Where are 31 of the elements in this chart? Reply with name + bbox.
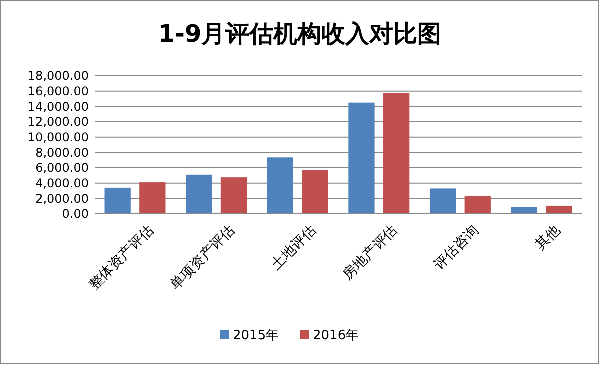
bar <box>384 93 410 214</box>
y-tick-label: 18,000.00 <box>28 69 89 84</box>
y-tick-label: 2,000.00 <box>36 192 89 206</box>
bar <box>348 102 375 214</box>
y-tick-label: 0.00 <box>62 207 89 222</box>
x-tick-label: 单项资产评估 <box>168 222 238 294</box>
y-tick-label: 8,000.00 <box>36 146 89 160</box>
bar <box>546 206 572 214</box>
y-tick-label: 14,000.00 <box>28 100 89 114</box>
bar <box>464 196 491 214</box>
bar <box>302 170 328 214</box>
y-tick-label: 12,000.00 <box>28 115 89 130</box>
bar <box>430 188 456 214</box>
bar <box>104 188 131 214</box>
legend-label: 2016年 <box>313 328 360 344</box>
bar <box>186 174 212 214</box>
x-tick-label: 整体资产评估 <box>86 222 158 294</box>
bar <box>140 182 166 214</box>
y-tick-label: 6,000.00 <box>36 161 89 176</box>
y-tick-label: 4,000.00 <box>36 176 89 191</box>
y-tick-label: 10,000.00 <box>28 130 89 145</box>
x-tick-label: 其他 <box>532 222 564 254</box>
x-tick-label: 土地评估 <box>268 222 320 274</box>
bar <box>267 158 294 214</box>
x-tick-label: 房地产评估 <box>340 222 401 284</box>
legend-label: 2015年 <box>233 328 280 344</box>
bar <box>220 178 248 214</box>
bar <box>511 207 538 214</box>
x-tick-label: 评估咨询 <box>431 222 482 274</box>
y-tick-label: 16,000.00 <box>28 84 89 99</box>
chart-title: 1-9月评估机构收入对比图 <box>158 20 442 48</box>
